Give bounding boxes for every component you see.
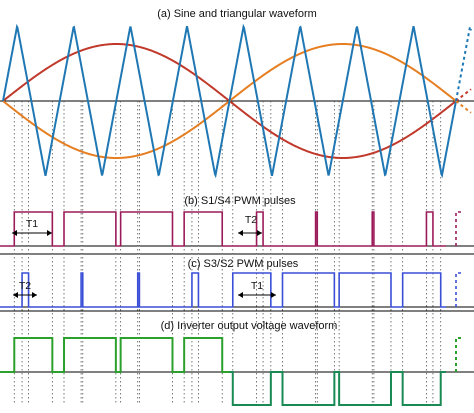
interval-label-c2: T1 [251, 280, 263, 292]
panel-c-title: (c) S3/S2 PWM pulses [188, 258, 299, 270]
interval-annotation-c1: T2 [13, 280, 37, 298]
arrow-head-right [47, 230, 52, 236]
guide-lines [13, 101, 442, 405]
output-voltage-continuation [455, 337, 464, 372]
s3-s2-pwm-pulses-continuation [455, 272, 464, 307]
triangular-carrier-wave [2, 23, 457, 179]
triangular-carrier-continuation [455, 23, 472, 102]
interval-label-b1: T1 [26, 218, 38, 230]
arrow-head-right [271, 292, 276, 298]
arrow-head-left [12, 230, 17, 236]
arrow-head-right [32, 292, 37, 298]
interval-annotation-b1: T1 [12, 218, 52, 236]
s1-s4-pwm-pulses [0, 211, 446, 247]
output-voltage-negative-half [229, 371, 446, 406]
interval-label-b2: T2 [245, 214, 257, 226]
interval-annotation-b2: T2 [238, 214, 262, 236]
reference-sine-negative-continuation [455, 100, 472, 114]
panel-b-title: (b) S1/S4 PWM pulses [184, 195, 296, 207]
output-voltage-positive-half [0, 337, 230, 373]
panel-d-title: (d) Inverter output voltage waveform [161, 320, 338, 332]
panel-a-title: (a) Sine and triangular waveform [157, 8, 317, 20]
panel-a-waveforms [2, 23, 472, 179]
panel-separators [0, 253, 474, 312]
reference-sine-positive-continuation [455, 88, 472, 102]
arrow-head-right [257, 230, 262, 236]
arrow-head-left [238, 230, 243, 236]
arrow-head-left [238, 292, 243, 298]
arrow-head-left [13, 292, 18, 298]
s1-s4-pwm-pulses-continuation [455, 211, 464, 246]
interval-label-c1: T2 [19, 280, 31, 292]
s3-s2-pwm-pulses [0, 272, 446, 308]
interval-annotation-c2: T1 [238, 280, 276, 298]
